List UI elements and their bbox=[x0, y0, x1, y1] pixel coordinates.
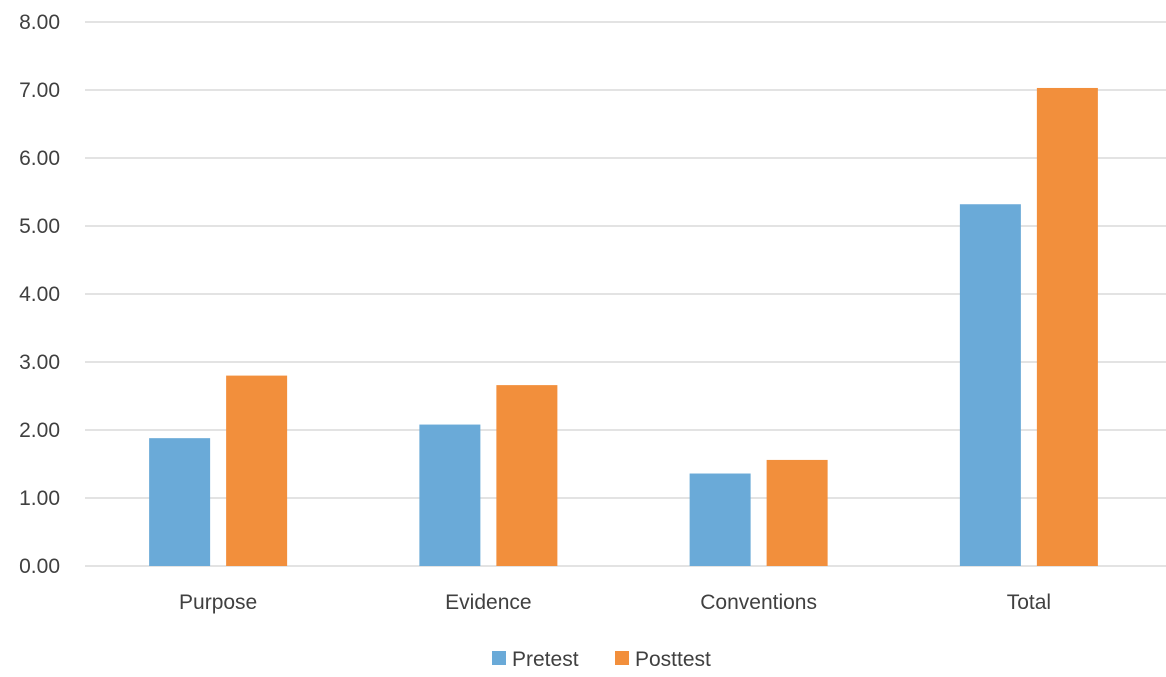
y-tick-label: 2.00 bbox=[19, 419, 60, 442]
bar-posttest-purpose bbox=[226, 375, 288, 566]
legend-label: Pretest bbox=[512, 648, 579, 671]
x-axis-category-labels: Purpose Evidence Conventions Total bbox=[179, 591, 1051, 614]
bar-posttest-conventions bbox=[766, 459, 828, 566]
bars bbox=[149, 87, 1098, 567]
y-tick-label: 0.00 bbox=[19, 555, 60, 578]
y-axis-tick-labels: 0.00 1.00 2.00 3.00 4.00 5.00 6.00 7.00 8.00 bbox=[19, 11, 60, 578]
legend-swatch bbox=[615, 651, 629, 665]
bar-pretest-conventions bbox=[689, 473, 751, 566]
bar-pretest-purpose bbox=[149, 438, 211, 566]
x-category-label: Evidence bbox=[445, 591, 531, 614]
y-tick-label: 7.00 bbox=[19, 79, 60, 102]
x-category-label: Conventions bbox=[700, 591, 817, 614]
legend: Pretest Posttest bbox=[492, 648, 711, 671]
x-category-label: Total bbox=[1007, 591, 1051, 614]
y-tick-label: 8.00 bbox=[19, 11, 60, 34]
legend-label: Posttest bbox=[635, 648, 711, 671]
y-tick-label: 3.00 bbox=[19, 351, 60, 374]
legend-item-posttest: Posttest bbox=[615, 648, 711, 671]
bar-posttest-evidence bbox=[496, 385, 558, 566]
bar-pretest-total bbox=[959, 204, 1021, 567]
y-tick-label: 4.00 bbox=[19, 283, 60, 306]
bar-pretest-evidence bbox=[419, 424, 481, 566]
y-tick-label: 1.00 bbox=[19, 487, 60, 510]
y-tick-label: 5.00 bbox=[19, 215, 60, 238]
legend-item-pretest: Pretest bbox=[492, 648, 579, 671]
y-tick-label: 6.00 bbox=[19, 147, 60, 170]
bar-posttest-total bbox=[1036, 87, 1098, 567]
legend-swatch bbox=[492, 651, 506, 665]
x-category-label: Purpose bbox=[179, 591, 257, 614]
